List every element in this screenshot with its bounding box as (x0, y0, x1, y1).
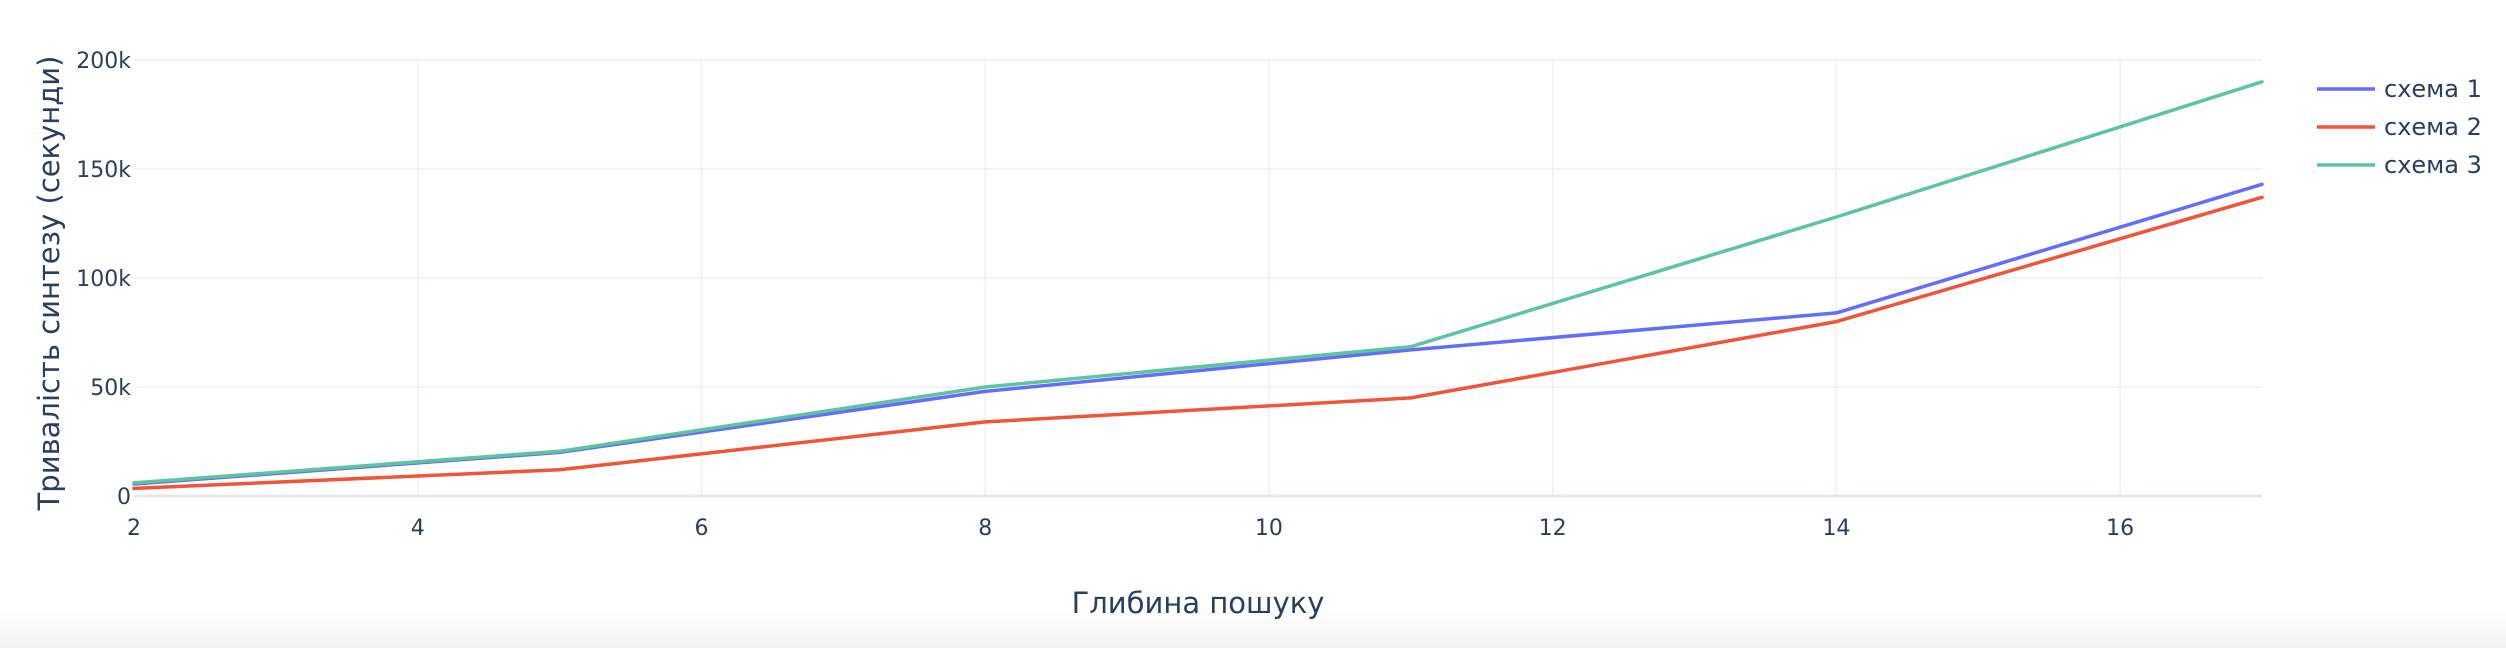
legend-label: схема 1 (2384, 75, 2482, 103)
series-line-1 (132, 182, 2264, 486)
legend[interactable]: схема 1 схема 2 схема 3 (2317, 75, 2482, 179)
x-tick-label: 4 (411, 516, 425, 541)
series-line-3 (132, 80, 2264, 485)
grid (134, 59, 2262, 498)
y-tick-label: 150k (76, 158, 131, 183)
legend-item-1[interactable]: схема 1 (2317, 75, 2482, 103)
legend-item-2[interactable]: схема 2 (2317, 113, 2482, 141)
x-tick-label: 10 (1255, 516, 1283, 541)
x-tick-label: 6 (694, 516, 708, 541)
series-line-2 (132, 195, 2264, 491)
x-tick-label: 14 (1822, 516, 1850, 541)
legend-label: схема 2 (2384, 113, 2482, 141)
y-axis-ticks: 0 50k 100k 150k 200k (76, 49, 131, 510)
y-tick-label: 50k (90, 376, 131, 401)
x-tick-label: 8 (978, 516, 992, 541)
y-tick-label: 100k (76, 267, 131, 292)
y-axis-title: Тривалість синтезу (секунди) (32, 56, 66, 512)
x-axis-ticks: 2 4 6 8 10 12 14 16 (127, 516, 2134, 541)
legend-item-3[interactable]: схема 3 (2317, 151, 2482, 179)
x-tick-label: 2 (127, 516, 141, 541)
x-axis-title: Глибина пошуку (1072, 586, 1325, 620)
y-tick-label: 200k (76, 49, 131, 74)
legend-label: схема 3 (2384, 151, 2482, 179)
plot-area (132, 80, 2264, 491)
x-tick-label: 16 (2106, 516, 2134, 541)
x-tick-label: 12 (1539, 516, 1567, 541)
y-tick-label: 0 (117, 485, 131, 510)
